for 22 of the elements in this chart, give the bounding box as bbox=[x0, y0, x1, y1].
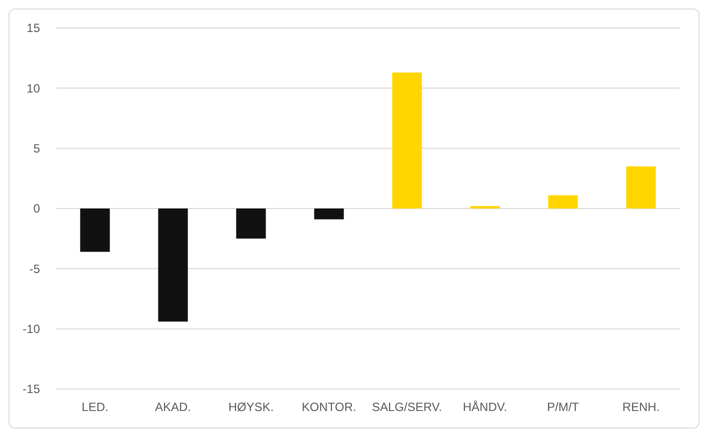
bar bbox=[236, 208, 266, 239]
x-tick-label: AKAD. bbox=[154, 400, 192, 414]
y-tick-label: 10 bbox=[26, 81, 40, 96]
x-tick-label: KONTOR. bbox=[302, 400, 356, 414]
bar bbox=[392, 72, 422, 208]
x-tick-label: LED. bbox=[82, 400, 108, 414]
y-tick-label: -15 bbox=[22, 382, 40, 396]
y-tick-label: -10 bbox=[22, 322, 40, 336]
bar bbox=[548, 195, 578, 208]
x-tick-label: SALG/SERV. bbox=[372, 400, 442, 414]
x-tick-label: P/M/T bbox=[547, 400, 580, 414]
y-tick-label: 15 bbox=[26, 21, 40, 36]
y-tick-label: 5 bbox=[33, 142, 40, 156]
y-tick-label: 0 bbox=[33, 202, 40, 216]
y-tick-label: -5 bbox=[29, 262, 40, 276]
x-tick-label: RENH. bbox=[622, 400, 660, 414]
bar bbox=[80, 208, 110, 252]
bar bbox=[626, 166, 656, 208]
bar bbox=[158, 208, 188, 322]
bar bbox=[314, 208, 344, 220]
x-tick-label: HØYSK. bbox=[228, 400, 274, 414]
x-tick-label: HÅNDV. bbox=[462, 400, 508, 414]
